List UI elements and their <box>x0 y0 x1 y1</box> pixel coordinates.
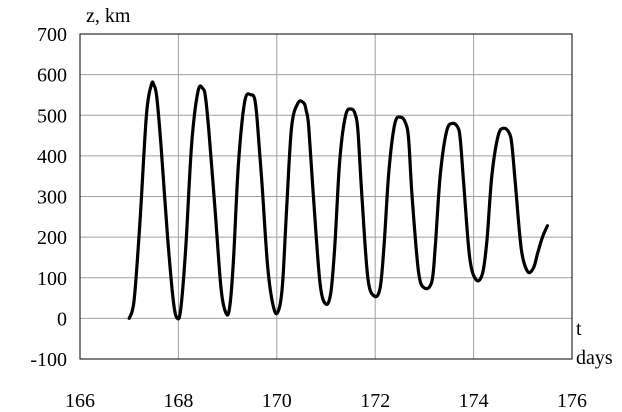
x-axis-title-line2: days <box>576 347 613 369</box>
plot-frame <box>79 33 573 360</box>
x-tick-label: 174 <box>459 390 489 412</box>
y-tick-label: 100 <box>37 268 67 290</box>
x-tick-label: 166 <box>65 390 95 412</box>
x-tick-label: 170 <box>262 390 292 412</box>
y-axis-title: z, km <box>86 5 131 27</box>
x-tick-label: 172 <box>360 390 390 412</box>
x-tick-labels: 166 168 170 172 174 176 <box>65 390 587 412</box>
series-group <box>127 80 549 321</box>
y-tick-label: 400 <box>37 146 67 168</box>
x-tick-label: 176 <box>557 390 587 412</box>
y-tick-labels: -100 0 100 200 300 400 500 600 700 <box>30 24 67 371</box>
series-line <box>127 80 549 321</box>
y-tick-label: 700 <box>37 24 67 46</box>
x-tick-label: 168 <box>163 390 193 412</box>
y-tick-label: 0 <box>57 308 67 330</box>
y-tick-label: 600 <box>37 65 67 87</box>
x-axis-title-line1: t <box>576 318 582 340</box>
y-tick-label: 500 <box>37 105 67 127</box>
y-tick-label: 200 <box>37 227 67 249</box>
y-tick-label: 300 <box>37 187 67 209</box>
y-tick-label: -100 <box>30 349 67 371</box>
